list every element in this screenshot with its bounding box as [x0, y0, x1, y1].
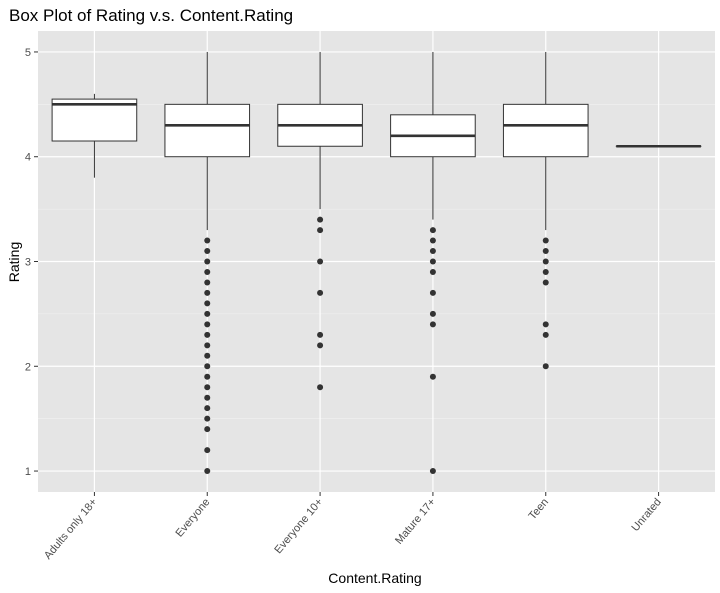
outlier-point — [429, 258, 436, 265]
x-tick-label: Unrated — [630, 496, 664, 534]
outlier-point — [429, 248, 436, 255]
x-tick-label: Mature 17+ — [393, 496, 438, 547]
outlier-point — [317, 384, 324, 391]
box-iqr — [164, 103, 251, 158]
outlier-point — [429, 289, 436, 296]
box-iqr — [51, 98, 138, 142]
outlier-point — [429, 373, 436, 380]
outlier-point — [429, 237, 436, 244]
box-group — [164, 51, 251, 475]
outlier-point — [204, 331, 211, 338]
outlier-point — [542, 268, 549, 275]
x-tick-label: Teen — [527, 496, 552, 522]
outlier-point — [204, 394, 211, 401]
y-tick-label: 2 — [25, 361, 31, 373]
outlier-point — [204, 373, 211, 380]
y-tick-label: 1 — [25, 466, 31, 478]
outlier-point — [542, 363, 549, 370]
x-tick-label: Everyone — [173, 496, 212, 539]
outlier-point — [429, 321, 436, 328]
outlier-point — [429, 468, 436, 475]
outlier-point — [542, 237, 549, 244]
outlier-point — [317, 216, 324, 223]
outlier-point — [204, 289, 211, 296]
outlier-point — [204, 258, 211, 265]
outlier-point — [317, 331, 324, 338]
outlier-point — [317, 258, 324, 265]
outlier-point — [204, 279, 211, 286]
outlier-point — [429, 227, 436, 234]
outlier-point — [204, 363, 211, 370]
outlier-point — [204, 405, 211, 412]
y-tick-label: 5 — [25, 47, 31, 59]
boxes — [51, 51, 702, 475]
outlier-point — [317, 342, 324, 349]
box-group — [51, 93, 138, 178]
outlier-point — [204, 384, 211, 391]
outlier-point — [204, 342, 211, 349]
box-iqr — [502, 103, 589, 158]
box-group — [390, 51, 476, 475]
outlier-point — [204, 268, 211, 275]
outlier-point — [429, 268, 436, 275]
box-group — [277, 51, 363, 391]
outlier-point — [204, 237, 211, 244]
outlier-point — [204, 310, 211, 317]
outlier-point — [204, 321, 211, 328]
outlier-point — [204, 352, 211, 359]
outlier-point — [204, 426, 211, 433]
outlier-point — [542, 258, 549, 265]
y-tick-label: 3 — [25, 257, 31, 269]
outlier-point — [317, 227, 324, 234]
outlier-point — [204, 248, 211, 255]
outlier-point — [429, 310, 436, 317]
outlier-point — [204, 447, 211, 454]
outlier-point — [204, 415, 211, 422]
outlier-point — [542, 279, 549, 286]
y-axis-title: Rating — [6, 242, 22, 282]
x-tick-label: Adults only 18+ — [42, 496, 100, 562]
y-tick-label: 4 — [25, 152, 31, 164]
x-axis-title: Content.Rating — [328, 570, 421, 586]
outlier-point — [542, 248, 549, 255]
x-axis-ticks: Adults only 18+ Everyone Everyone 10+ Matur… — [42, 492, 664, 562]
y-axis-ticks: 1 2 3 4 5 — [25, 47, 38, 478]
chart-title: Box Plot of Rating v.s. Content.Rating — [9, 6, 293, 25]
x-tick-label: Everyone 10+ — [272, 496, 325, 556]
box-group — [502, 51, 589, 370]
outlier-point — [204, 300, 211, 307]
outlier-point — [542, 321, 549, 328]
outlier-point — [542, 331, 549, 338]
outlier-point — [204, 468, 211, 475]
outlier-point — [317, 289, 324, 296]
